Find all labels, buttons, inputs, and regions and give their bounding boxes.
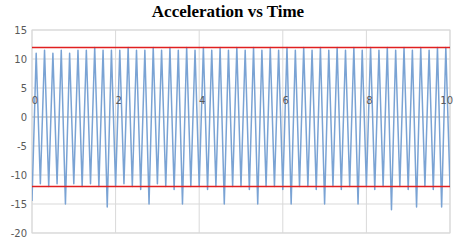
x-tick-label: 10 — [440, 95, 453, 106]
x-grid-line — [282, 30, 283, 233]
x-tick-label: 8 — [366, 95, 372, 106]
y-tick-label: 0 — [21, 112, 27, 123]
data-line — [32, 47, 450, 209]
plot-area — [32, 47, 450, 209]
x-grid-line — [115, 30, 116, 233]
y-grid-line — [32, 117, 450, 118]
x-grid-line — [199, 30, 200, 233]
chart: Acceleration vs Time-20-15-10-5051015024… — [0, 0, 456, 240]
x-grid-line — [366, 30, 367, 233]
y-tick-label: -5 — [17, 141, 27, 152]
reference-line — [32, 186, 450, 188]
x-tick-label: 4 — [199, 95, 205, 106]
reference-line — [32, 47, 450, 49]
x-tick-label: 0 — [32, 95, 38, 106]
y-tick-label: 10 — [14, 54, 27, 65]
x-tick-label: 6 — [283, 95, 289, 106]
plot-frame — [32, 30, 450, 233]
y-tick-label: 15 — [14, 25, 27, 36]
x-axis-line — [32, 117, 450, 118]
y-tick-label: -20 — [11, 228, 27, 239]
y-grid-line — [32, 88, 450, 89]
y-grid-line — [32, 204, 450, 205]
y-grid-line — [32, 146, 450, 147]
title: Acceleration vs Time — [152, 2, 305, 21]
y-tick-label: 5 — [21, 83, 27, 94]
x-tick-label: 2 — [115, 95, 121, 106]
y-tick-label: -10 — [11, 170, 27, 181]
y-tick-label: -15 — [11, 199, 27, 210]
